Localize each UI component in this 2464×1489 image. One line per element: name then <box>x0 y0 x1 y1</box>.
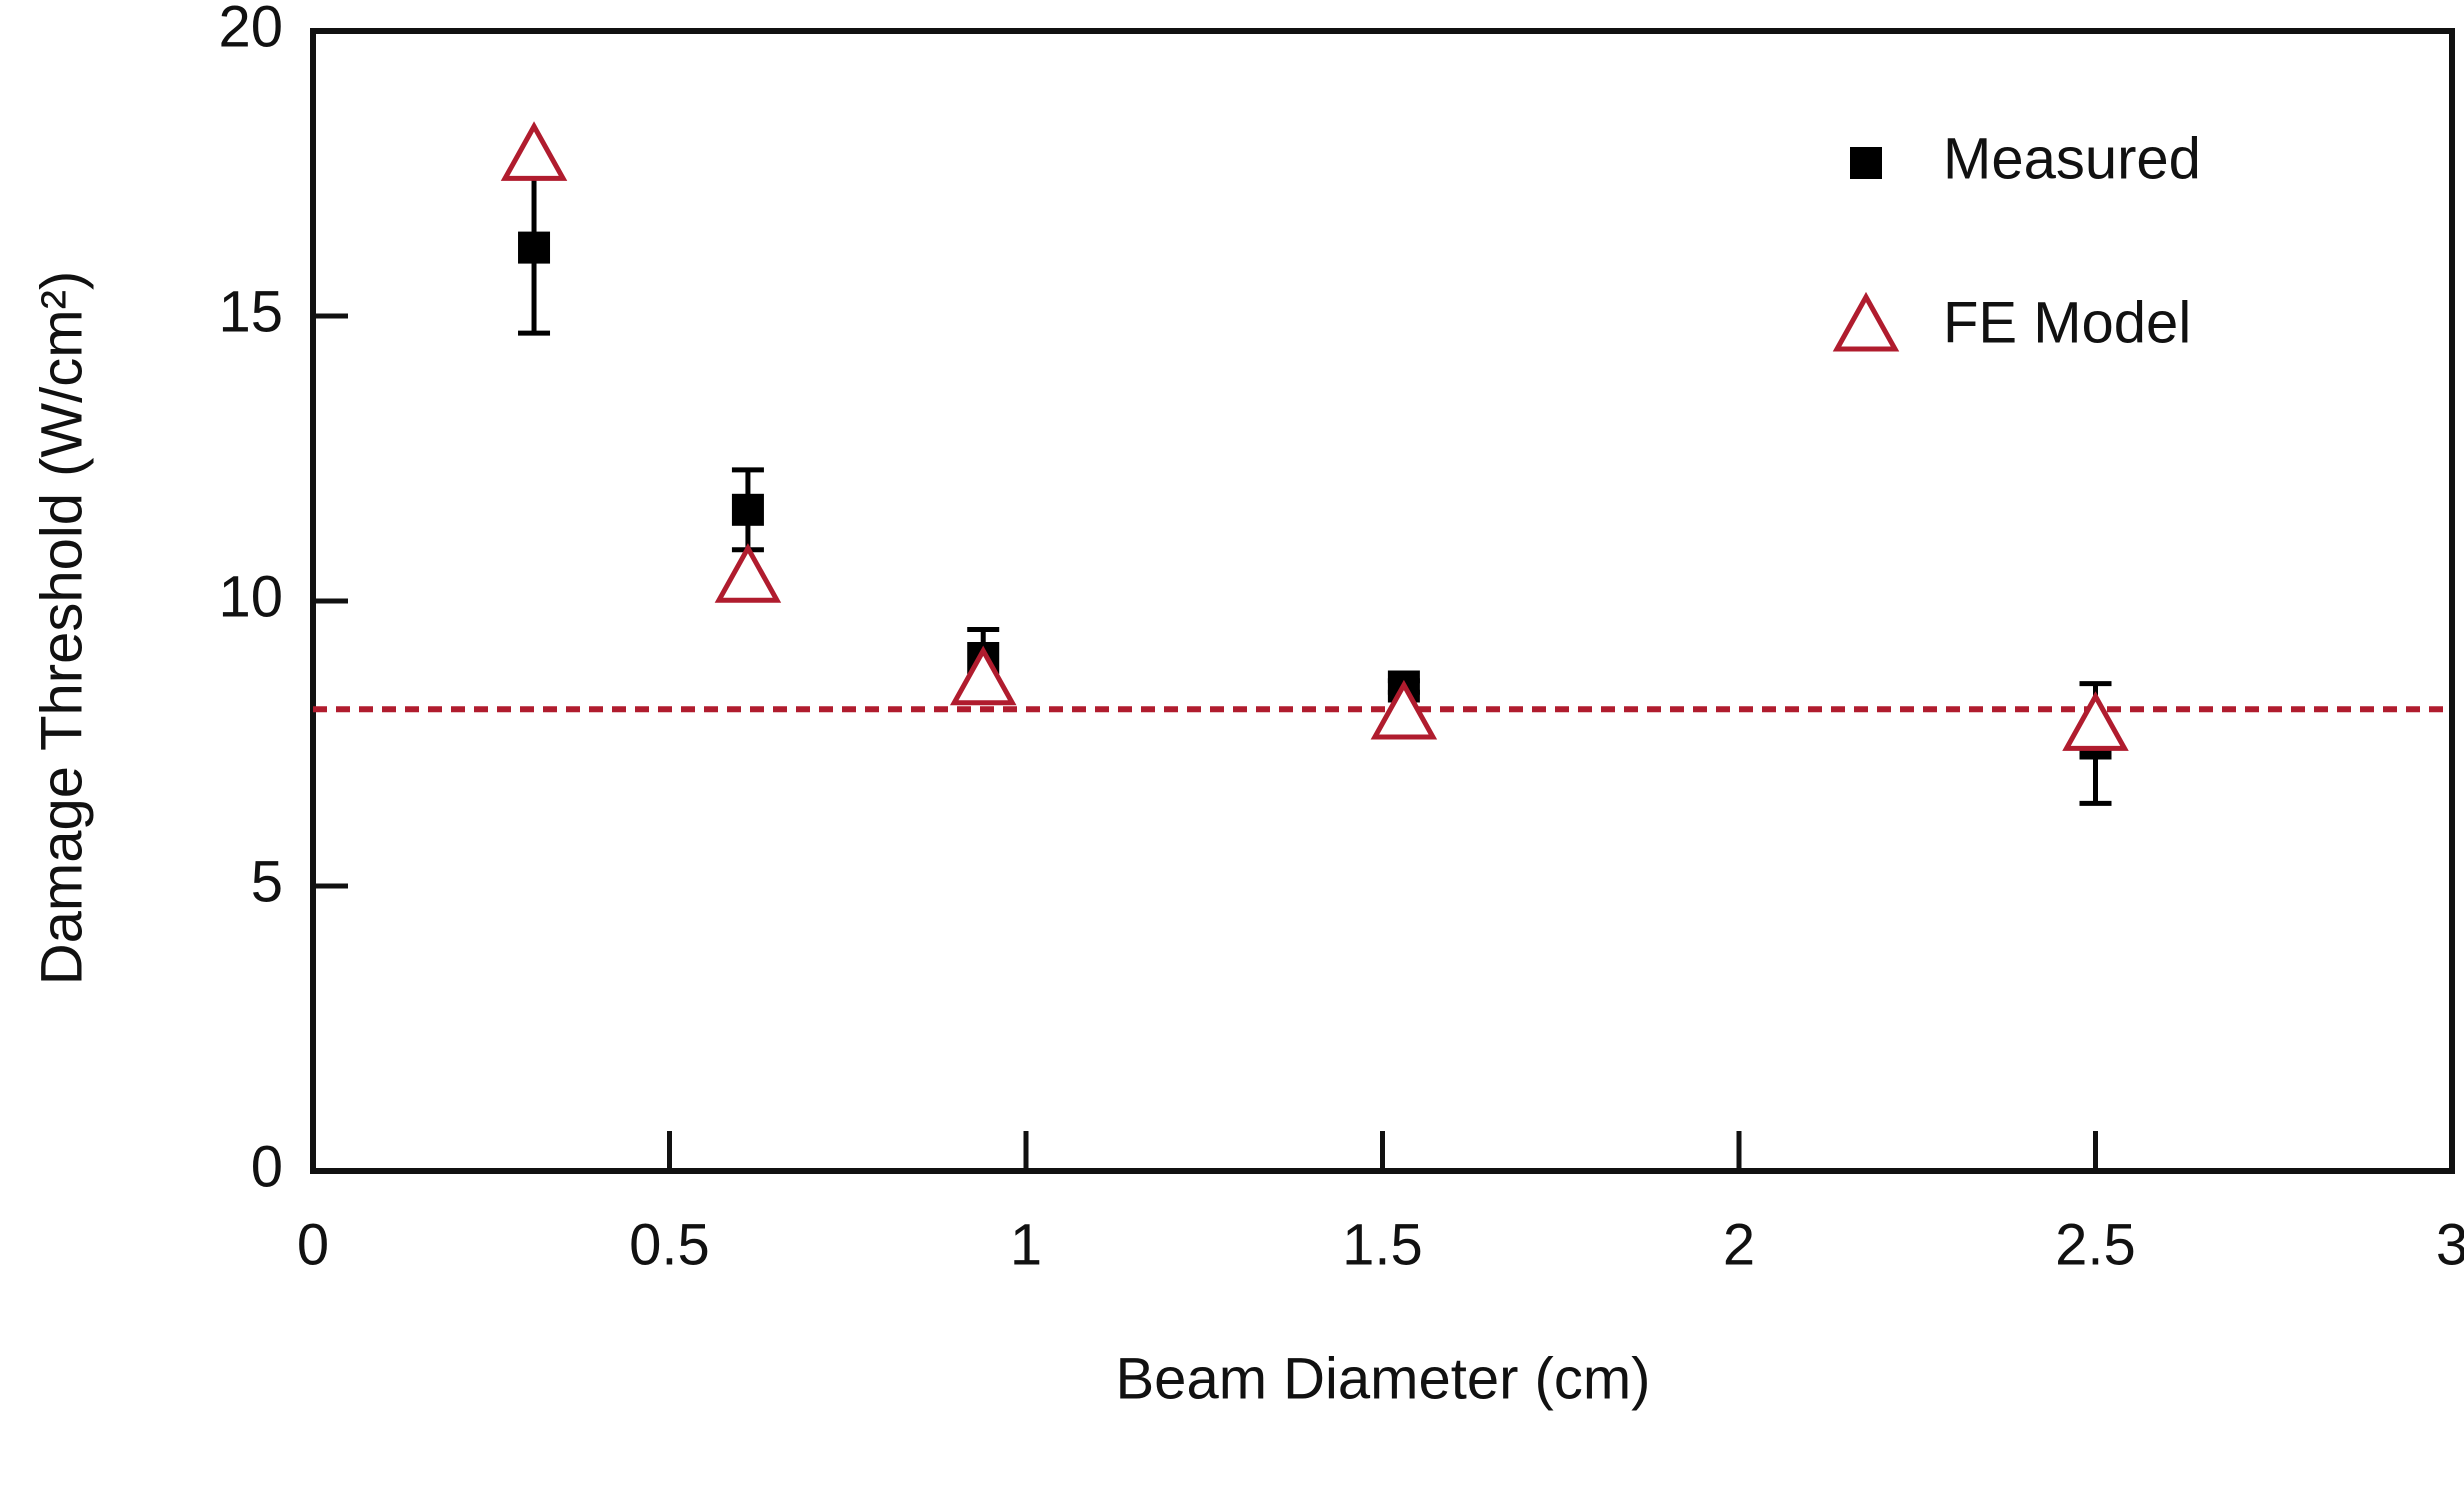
y-tick-label: 10 <box>218 564 283 629</box>
x-tick-label: 1 <box>1010 1212 1042 1277</box>
marker-square <box>1850 147 1882 179</box>
x-tick-label: 3 <box>2436 1212 2464 1277</box>
y-tick-label: 0 <box>251 1134 283 1199</box>
marker-triangle <box>500 121 568 181</box>
y-tick-label: 15 <box>218 279 283 344</box>
y-tick-label: 5 <box>251 849 283 914</box>
marker-triangle <box>1832 291 1900 352</box>
x-tick-label: 0 <box>297 1212 329 1277</box>
x-tick-label: 0.5 <box>629 1212 710 1277</box>
legend-label: FE Model <box>1943 290 2191 355</box>
x-tick-label: 2.5 <box>2055 1212 2136 1277</box>
y-axis-label: Damage Threshold (W/cm²) <box>29 271 94 985</box>
plot-frame <box>310 28 2455 1174</box>
y-tick-label: 20 <box>218 0 283 59</box>
marker-triangle <box>1370 679 1438 740</box>
x-axis-label: Beam Diameter (cm) <box>1116 1346 1651 1411</box>
marker-triangle <box>714 543 782 603</box>
marker-triangle <box>949 645 1017 706</box>
x-tick-label: 2 <box>1723 1212 1755 1277</box>
legend-label: Measured <box>1943 126 2201 191</box>
marker-square <box>518 231 551 264</box>
x-tick-label: 1.5 <box>1342 1212 1423 1277</box>
marker-square <box>731 493 764 526</box>
marker-triangle <box>2062 691 2129 751</box>
